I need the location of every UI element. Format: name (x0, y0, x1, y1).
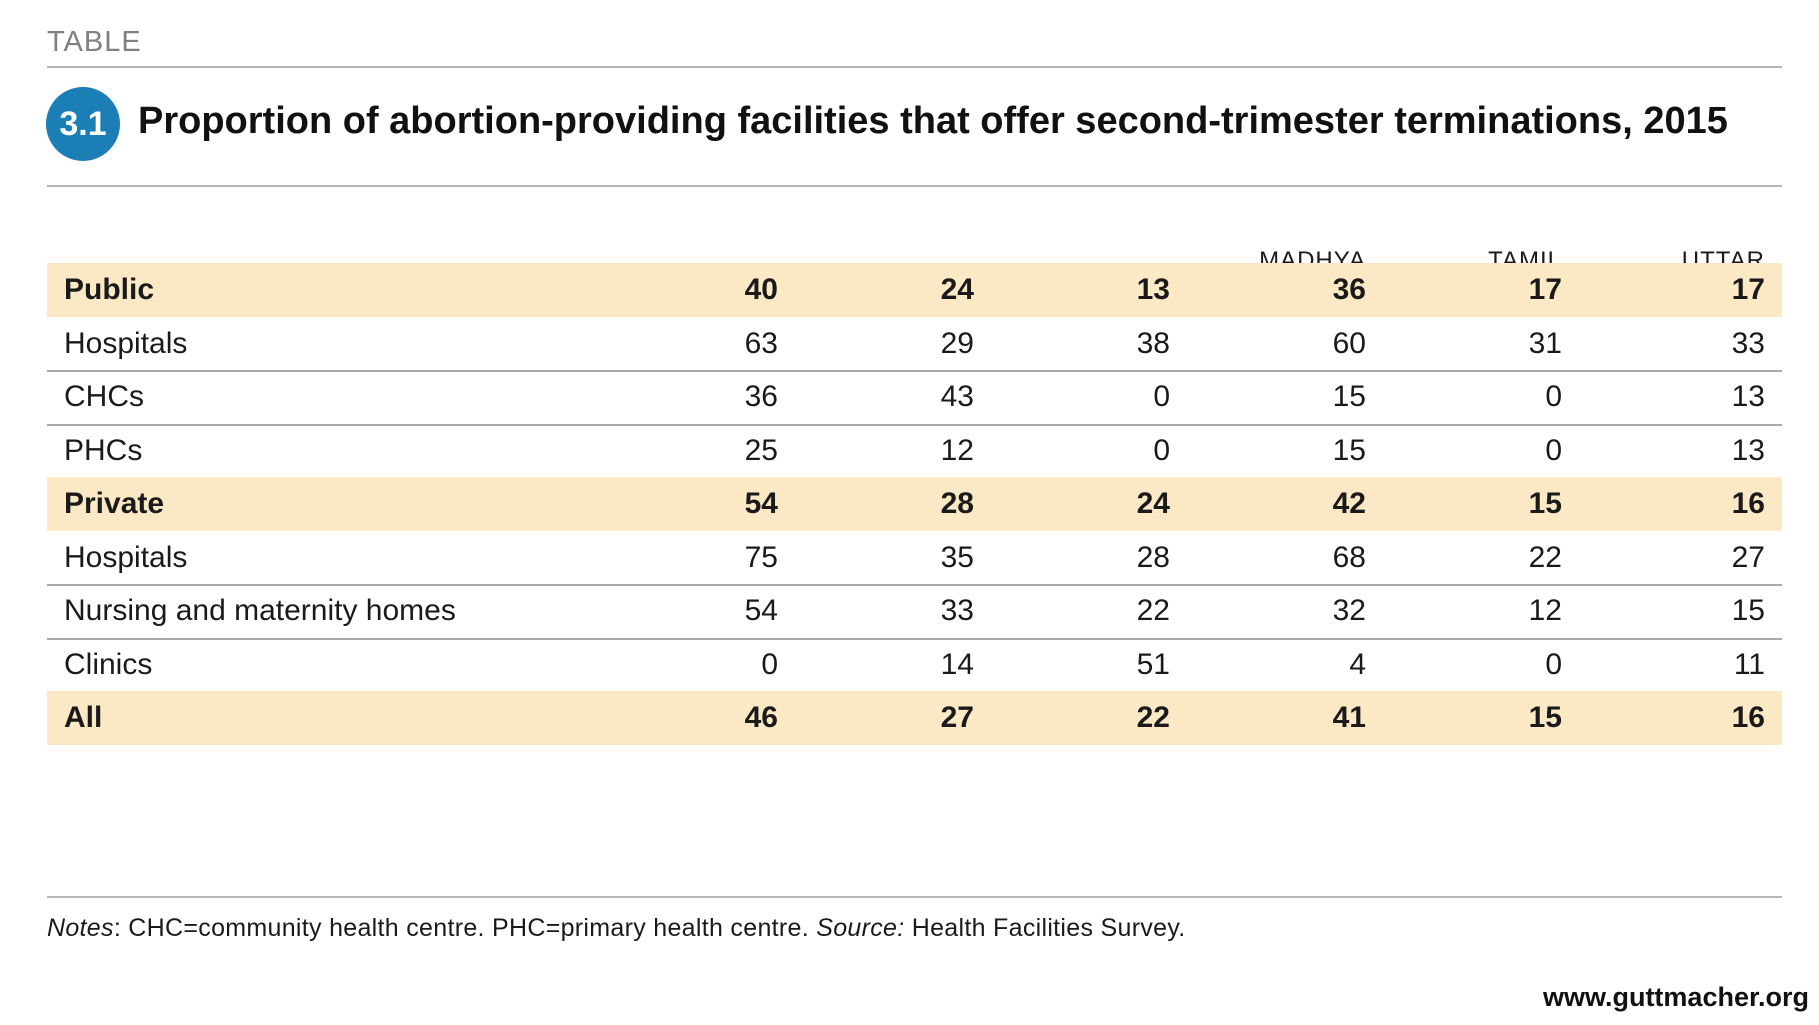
table-row: Nursing and maternity homes 54 33 22 32 12 15 (47, 584, 1782, 640)
table-cell: 15 (1332, 433, 1366, 467)
table-cell: 29 (940, 326, 974, 360)
table-cell: 24 (1136, 487, 1170, 520)
bottom-divider (47, 896, 1782, 898)
table-cell: 4 (1349, 647, 1366, 681)
table-cell: 13 (1136, 273, 1170, 306)
table-cell: 25 (744, 433, 778, 467)
notes-text: : CHC=community health centre. PHC=prima… (113, 914, 817, 942)
table-cell: 0 (761, 647, 778, 681)
table-cell: 22 (1136, 594, 1170, 627)
source-text: Health Facilities Survey. (904, 914, 1186, 942)
figure-type-label: TABLE (47, 26, 142, 58)
table-row: CHCs 36 43 0 15 0 13 (47, 370, 1782, 426)
table-cell: 13 (1731, 380, 1765, 413)
table-cell: 22 (1528, 540, 1562, 574)
table-cell: 40 (744, 273, 778, 306)
table-cell: 17 (1731, 273, 1765, 306)
table-cell: 0 (1545, 433, 1562, 467)
table-row: PHCs 25 12 0 15 0 13 (47, 424, 1782, 477)
table-cell: 13 (1731, 433, 1765, 467)
table-cell: 27 (1731, 540, 1765, 574)
row-label: CHCs (64, 380, 144, 413)
table-cell: 51 (1136, 647, 1170, 681)
table-cell: 12 (940, 433, 974, 467)
row-label: Hospitals (64, 326, 188, 360)
row-label: PHCs (64, 433, 143, 467)
row-label: All (64, 701, 103, 734)
table-title: Proportion of abortion-providing facilit… (138, 100, 1728, 142)
table-row: Hospitals 75 35 28 68 22 27 (47, 531, 1782, 586)
table-cell: 12 (1528, 594, 1562, 627)
table-cell: 17 (1528, 273, 1562, 306)
table-cell: 22 (1136, 701, 1170, 734)
table-cell: 0 (1545, 380, 1562, 413)
table-cell: 15 (1528, 701, 1562, 734)
table-cell: 63 (744, 326, 778, 360)
table-cell: 16 (1731, 487, 1765, 520)
table-cell: 75 (744, 540, 778, 574)
table-cell: 0 (1153, 433, 1170, 467)
notes-label: Notes (47, 914, 114, 942)
table-row: Hospitals 63 29 38 60 31 33 (47, 317, 1782, 372)
table-cell: 60 (1332, 326, 1366, 360)
table-cell: 41 (1332, 701, 1366, 734)
table-cell: 28 (940, 487, 974, 520)
row-label: Hospitals (64, 540, 188, 574)
table-cell: 15 (1332, 380, 1366, 413)
table-cell: 38 (1136, 326, 1170, 360)
table-cell: 11 (1733, 647, 1765, 681)
table-notes: Notes: CHC=community health centre. PHC=… (47, 914, 1186, 943)
table-cell: 14 (940, 647, 974, 681)
source-label: Source: (816, 914, 905, 942)
table-cell: 0 (1153, 380, 1170, 413)
row-label: Public (64, 273, 155, 306)
table-cell: 42 (1332, 487, 1366, 520)
row-label: Private (64, 487, 165, 520)
table-cell: 46 (744, 701, 778, 734)
table-cell: 15 (1731, 594, 1765, 627)
table-cell: 68 (1332, 540, 1366, 574)
table-cell: 16 (1731, 701, 1765, 734)
table-cell: 28 (1136, 540, 1170, 574)
row-label: Nursing and maternity homes (64, 594, 456, 627)
table-cell: 31 (1528, 326, 1562, 360)
table-number-badge: 3.1 (46, 87, 120, 161)
table-cell: 33 (1731, 326, 1765, 360)
table-row: Public 40 24 13 36 17 17 (47, 263, 1782, 317)
table-cell: 36 (744, 380, 778, 413)
table-cell: 15 (1528, 487, 1562, 520)
table-cell: 24 (940, 273, 974, 306)
table-cell: 33 (940, 594, 974, 627)
table-cell: 43 (940, 380, 974, 413)
title-divider (47, 185, 1782, 187)
table-cell: 27 (940, 701, 974, 734)
table-cell: 0 (1545, 647, 1562, 681)
table-row: Clinics 0 14 51 4 0 11 (47, 638, 1782, 691)
table-cell: 54 (744, 487, 778, 520)
website-credit: www.guttmacher.org (1542, 982, 1809, 1012)
row-label: Clinics (64, 647, 153, 681)
table-cell: 35 (940, 540, 974, 574)
table-row: Private 54 28 24 42 15 16 (47, 477, 1782, 531)
table-cell: 54 (744, 594, 778, 627)
table-cell: 32 (1332, 594, 1366, 627)
top-divider (47, 66, 1782, 68)
table-row: All 46 27 22 41 15 16 (47, 691, 1782, 745)
table-cell: 36 (1332, 273, 1366, 306)
